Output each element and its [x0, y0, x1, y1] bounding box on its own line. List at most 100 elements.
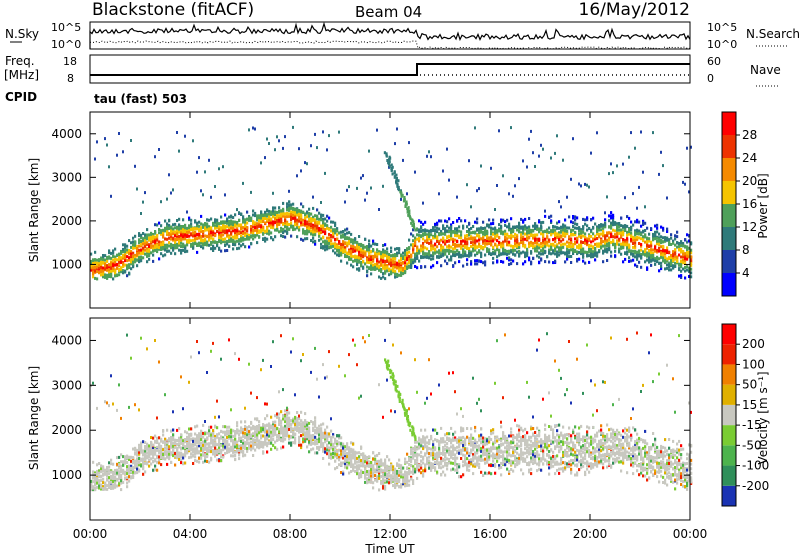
- range-gate-cell: [206, 235, 209, 239]
- range-gate-cell: [604, 221, 607, 225]
- range-gate-cell: [682, 180, 684, 184]
- range-gate-cell: [234, 213, 237, 217]
- range-gate-cell: [224, 220, 227, 224]
- range-gate-cell: [288, 189, 290, 193]
- range-gate-cell: [196, 232, 199, 236]
- range-gate-cell: [494, 231, 497, 235]
- range-gate-cell: [236, 208, 238, 212]
- range-gate-cell: [486, 247, 489, 251]
- range-gate-cell: [156, 250, 159, 254]
- range-gate-cell: [408, 246, 411, 250]
- range-gate-cell: [532, 236, 535, 240]
- range-gate-cell: [224, 193, 226, 197]
- range-gate-cell: [642, 252, 645, 256]
- range-gate-cell: [218, 222, 221, 226]
- range-gate-cell: [366, 269, 369, 273]
- range-gate-cell: [562, 158, 564, 162]
- range-gate-cell: [546, 240, 549, 244]
- range-gate-cell: [238, 246, 241, 250]
- range-gate-cell: [456, 219, 459, 223]
- range-gate-cell: [588, 244, 591, 248]
- range-gate-cell: [170, 237, 173, 241]
- range-gate-cell: [100, 487, 103, 491]
- range-gate-cell: [640, 265, 643, 269]
- range-gate-cell: [356, 256, 359, 260]
- range-gate-cell: [136, 264, 139, 268]
- range-gate-cell: [452, 264, 455, 268]
- range-gate-cell: [334, 224, 337, 228]
- range-gate-cell: [96, 270, 99, 274]
- range-gate-cell: [440, 229, 443, 233]
- range-gate-cell: [508, 258, 511, 262]
- range-gate-cell: [514, 184, 516, 188]
- range-gate-cell: [108, 266, 111, 270]
- range-gate-cell: [448, 252, 451, 255]
- range-gate-cell: [286, 231, 289, 235]
- range-gate-cell: [344, 246, 347, 250]
- range-gate-cell: [490, 229, 493, 233]
- range-gate-cell: [566, 232, 569, 236]
- range-gate-cell: [468, 232, 471, 236]
- range-gate-cell: [502, 240, 505, 244]
- range-gate-cell: [618, 237, 621, 241]
- range-gate-cell: [650, 251, 653, 255]
- range-gate-cell: [264, 236, 267, 240]
- range-gate-cell: [134, 234, 137, 238]
- range-gate-cell: [596, 243, 599, 247]
- range-gate-cell: [232, 220, 235, 224]
- range-gate-cell: [454, 232, 457, 236]
- range-gate-cell: [430, 265, 433, 269]
- range-gate-cell: [578, 246, 581, 250]
- range-gate-cell: [246, 233, 249, 237]
- range-gate-cell: [286, 208, 289, 212]
- range-gate-cell: [358, 247, 361, 251]
- range-gate-cell: [574, 226, 577, 230]
- range-gate-cell: [128, 249, 131, 252]
- range-gate-cell: [114, 483, 117, 487]
- range-gate-cell: [192, 231, 195, 235]
- range-gate-cell: [252, 209, 255, 213]
- range-gate-cell: [430, 228, 433, 232]
- range-gate-cell: [260, 216, 263, 220]
- range-gate-cell: [286, 225, 289, 229]
- range-gate-cell: [190, 243, 193, 246]
- range-gate-cell: [400, 271, 403, 275]
- range-gate-cell: [138, 257, 141, 261]
- range-gate-cell: [656, 255, 659, 259]
- range-gate-cell: [254, 226, 257, 229]
- range-gate-cell: [494, 249, 497, 253]
- range-gate-cell: [408, 260, 411, 264]
- range-gate-cell: [224, 213, 227, 217]
- range-gate-cell: [306, 210, 309, 214]
- range-gate-cell: [96, 140, 98, 144]
- range-gate-cell: [222, 220, 225, 224]
- range-gate-cell: [292, 216, 295, 220]
- range-gate-cell: [128, 239, 131, 243]
- range-gate-cell: [114, 247, 117, 251]
- range-gate-cell: [594, 253, 597, 257]
- range-gate-cell: [542, 241, 545, 244]
- range-gate-cell: [350, 232, 353, 236]
- range-gate-cell: [204, 170, 206, 174]
- range-gate-cell: [684, 258, 687, 262]
- range-gate-cell: [224, 225, 227, 229]
- range-gate-cell: [540, 232, 543, 236]
- range-gate-cell: [160, 230, 163, 234]
- station-title: Blackstone (fitACF): [92, 0, 254, 20]
- range-gate-cell: [156, 245, 159, 249]
- range-gate-cell: [414, 259, 417, 263]
- range-gate-cell: [202, 193, 204, 197]
- range-gate-cell: [134, 464, 137, 468]
- range-gate-cell: [124, 246, 127, 249]
- range-gate-cell: [362, 246, 365, 250]
- range-gate-cell: [516, 250, 519, 254]
- range-gate-cell: [102, 473, 105, 477]
- range-gate-cell: [242, 238, 245, 242]
- range-gate-cell: [624, 196, 626, 200]
- range-gate-cell: [538, 230, 541, 234]
- range-gate-cell: [534, 165, 536, 168]
- range-gate-cell: [592, 225, 595, 229]
- range-gate-cell: [158, 257, 161, 261]
- range-gate-cell: [362, 244, 365, 248]
- range-gate-cell: [396, 184, 399, 188]
